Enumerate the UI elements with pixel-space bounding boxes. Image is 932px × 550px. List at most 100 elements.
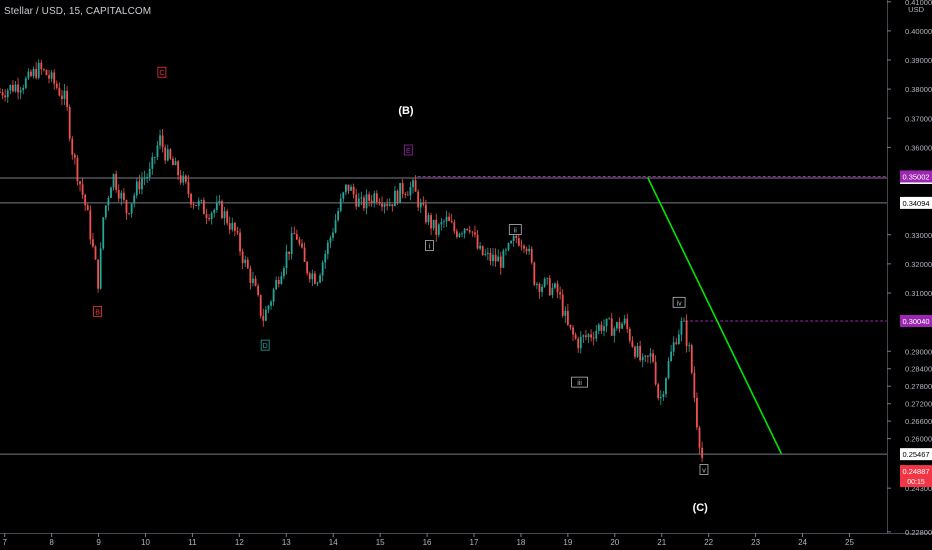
candle-body — [368, 194, 371, 201]
wave-label-box[interactable] — [571, 376, 589, 388]
candle-body — [675, 342, 678, 344]
candle-body — [104, 205, 107, 218]
candle-body — [259, 294, 262, 316]
candle-body — [605, 318, 608, 327]
candle-body — [466, 228, 469, 231]
candle-body — [262, 315, 265, 321]
candle-body — [148, 168, 151, 177]
candle-body — [680, 320, 683, 335]
candle-body — [484, 253, 487, 256]
wave-label-box[interactable] — [403, 144, 413, 156]
candle-body — [221, 200, 223, 219]
candle-body — [17, 84, 19, 93]
candle-body — [350, 186, 352, 191]
candle-body — [577, 338, 580, 349]
wave-label-box[interactable] — [93, 305, 103, 317]
candle-body — [9, 85, 12, 91]
candle-body — [463, 228, 466, 234]
candle-body — [445, 216, 448, 222]
candle-body — [94, 246, 97, 260]
time-tick-label: 25 — [845, 538, 854, 547]
candle-body — [89, 210, 92, 240]
candle-body — [437, 224, 440, 235]
level-price-label-bg — [900, 314, 932, 327]
candle-body — [471, 231, 474, 233]
wave-label[interactable]: C — [159, 70, 164, 77]
candle-body — [603, 326, 605, 331]
candle-body — [401, 183, 404, 194]
candle-body — [306, 261, 309, 274]
candle-body — [68, 106, 71, 139]
candle-body — [610, 318, 613, 336]
trendline-segment[interactable] — [646, 177, 783, 455]
wave-label[interactable]: E — [406, 148, 411, 155]
candle-body — [419, 202, 422, 208]
price-tick-label: 0.29000 — [905, 347, 932, 356]
wave-label[interactable]: i — [429, 244, 431, 251]
wave-label-box[interactable] — [260, 339, 270, 351]
candle-body — [236, 231, 239, 233]
candle-body — [574, 334, 577, 339]
candle-body — [14, 84, 17, 92]
candle-body — [613, 328, 616, 336]
time-tick-label: 12 — [235, 538, 244, 547]
wave-label[interactable]: D — [263, 343, 268, 350]
time-tick-label: 10 — [141, 538, 150, 547]
level-price-label-bg — [900, 170, 932, 183]
candle-body — [494, 254, 497, 262]
wave-label-box[interactable] — [157, 66, 167, 78]
time-tick-label: 16 — [423, 538, 432, 547]
candle-body — [326, 242, 329, 254]
candle-body — [19, 90, 22, 93]
wave-label-box[interactable] — [672, 296, 686, 308]
candle-body — [285, 251, 288, 269]
candle-body — [138, 181, 141, 190]
candle-body — [432, 219, 435, 229]
wave-label-box[interactable] — [425, 240, 434, 251]
time-tick-label: 21 — [657, 538, 666, 547]
price-series — [0, 59, 703, 463]
candle-body — [450, 221, 453, 223]
candle-body — [551, 287, 554, 296]
candle-body — [249, 268, 252, 283]
wave-label[interactable]: B — [95, 309, 100, 316]
candle-body — [556, 283, 559, 293]
candle-body — [314, 273, 316, 284]
line-price-label: 0.34094 — [902, 199, 929, 208]
last-price-bg — [900, 465, 932, 488]
time-tick-label: 15 — [376, 538, 385, 547]
candle-body — [233, 222, 236, 232]
candle-body — [71, 138, 74, 155]
candle-body — [448, 216, 451, 222]
wave-label[interactable]: (B) — [398, 105, 414, 117]
candle-body — [184, 175, 187, 182]
price-tick-label: 0.26600 — [905, 417, 932, 426]
candle-body — [698, 427, 701, 448]
wave-label-box[interactable] — [699, 464, 709, 475]
trendline[interactable] — [646, 177, 783, 455]
wave-label-box[interactable] — [508, 224, 522, 235]
wave-label[interactable]: iv — [677, 300, 683, 307]
wave-label[interactable]: iii — [577, 380, 582, 387]
candle-body — [22, 87, 25, 91]
candle-body — [363, 197, 365, 209]
candle-body — [435, 219, 438, 235]
candle-body — [42, 69, 45, 71]
wave-label[interactable]: (C) — [693, 502, 709, 514]
candle-body — [283, 268, 285, 277]
wave-label[interactable]: v — [702, 468, 706, 475]
candle-body — [210, 213, 213, 220]
candle-body — [546, 278, 549, 279]
candle-body — [476, 234, 479, 249]
candle-body — [538, 283, 541, 292]
symbol-legend[interactable]: Stellar / USD, 15, CAPITALCOM — [4, 6, 152, 17]
time-axis[interactable]: 7 8 9 10 11 12 13 14 15 16 17 18 19 20 21 22 23 24 25 — [2, 533, 854, 547]
candle-body — [86, 205, 89, 211]
candle-body — [523, 245, 525, 249]
wave-label[interactable]: ii — [514, 228, 518, 235]
candle-body — [595, 330, 598, 339]
candle-body — [634, 346, 636, 357]
